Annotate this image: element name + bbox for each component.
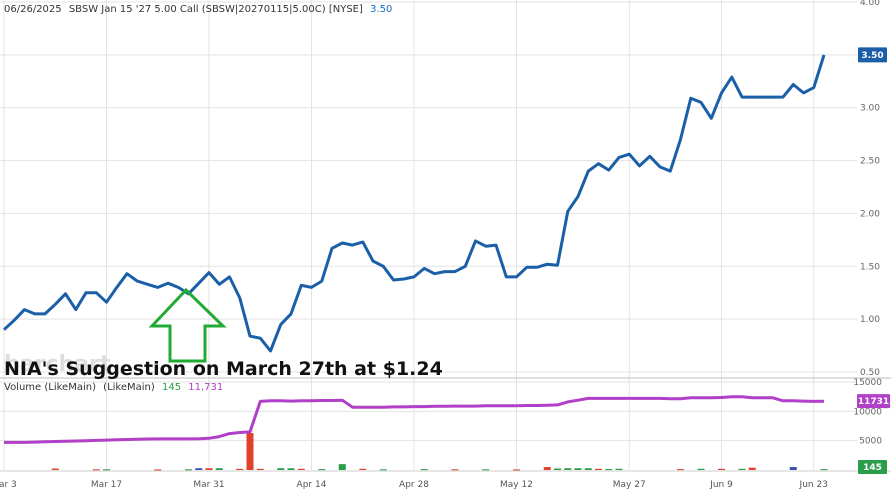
volume-bar [584,468,592,470]
volume-bar [256,468,264,470]
volume-bar [338,464,346,470]
volume-label: Volume (LikeMain) [4,382,96,393]
x-tick-label: Mar 17 [91,480,122,490]
avg-badge-group: 11731 [857,394,890,409]
volume-value: 145 [162,382,181,393]
volume-bar [482,469,490,471]
volume-axis: 15000 10000 5000 [853,378,882,447]
volume-bar [92,469,100,471]
avg-value: 11,731 [188,382,223,393]
volume-bar [718,468,725,470]
price-tick-label: 1.50 [860,262,880,272]
volume-badge-group: 145 [858,460,887,474]
x-tick-label: Mar 3 [0,480,17,490]
x-tick-label: Mar 31 [193,480,224,490]
volume-bar [185,469,192,471]
volume-bar [236,468,244,470]
price-tick-label: 1.00 [860,315,880,325]
volume-header: Volume (LikeMain) (LikeMain) 145 11,731 [4,382,223,393]
volume-bar [697,468,705,470]
volume-bar [215,468,223,470]
volume-bar [359,468,367,470]
volume-bar [615,468,623,470]
x-tick-label: Apr 14 [297,480,327,490]
volume-bar [738,468,746,470]
volume-bar [554,468,561,470]
x-tick-label: May 27 [613,480,646,490]
x-axis: Mar 3 Mar 17 Mar 31 Apr 14 Apr 28 May 12 May 2… [0,480,828,490]
price-tick-label: 2.50 [860,157,880,167]
price-tick-label: 3.00 [860,104,880,114]
chart-header: 06/26/2025 SBSW Jan 15 '27 5.00 Call (SB… [4,4,392,15]
volume-bar [513,469,520,471]
volume-bar [677,469,684,471]
volume-bar [595,468,602,470]
avg-badge-label: 11731 [858,397,889,407]
x-grid [3,0,815,470]
volume-bar [451,469,459,471]
volume-bar [318,469,326,471]
volume-bar [543,467,551,470]
volume-bar [379,469,387,471]
volume-bars [51,433,828,471]
volume-bar [297,468,305,470]
volume-bar [154,469,162,471]
volume-bar [277,468,285,470]
volume-tick-label: 5000 [859,437,882,447]
volume-bar [564,468,572,470]
volume-bar [420,469,428,471]
volume-bar [605,469,613,471]
x-tick-label: Jun 9 [709,480,733,490]
price-grid [0,1,857,373]
x-tick-label: Apr 28 [399,480,429,490]
header-symbol: SBSW Jan 15 '27 5.00 Call (SBSW|20270115… [69,4,363,15]
volume-bar [51,468,59,470]
volume-bar [246,433,254,470]
volume-tick-label: 15000 [853,378,882,388]
volume-tick-label: 10000 [853,407,882,417]
volume-grid [0,377,891,472]
likemain-line [4,395,825,444]
x-tick-label: Jun 23 [799,480,828,490]
volume-badge-label: 145 [863,463,882,473]
volume-panel: 15000 10000 5000 11731 145 [0,377,891,474]
volume-bar [789,467,797,470]
header-last: 3.50 [370,4,392,15]
volume-bar [574,468,582,470]
price-badge [858,47,887,63]
watermark: barchart [4,352,111,377]
price-line [2,54,826,353]
up-arrow-icon [148,287,227,363]
header-date: 06/26/2025 [4,4,62,15]
volume-bar [195,468,203,470]
price-tick-label: 4.00 [860,0,880,8]
price-badge-label: 3.50 [861,51,883,61]
volume-bar [287,468,295,470]
volume-bar [748,467,756,470]
volume-bar [103,469,110,471]
price-tick-label: 0.50 [860,368,880,378]
volume-bar [205,468,213,470]
avg-badge [857,394,890,409]
volume-sublabel: (LikeMain) [103,382,155,393]
price-last-badge: 3.50 [858,47,887,63]
volume-badge [858,460,887,474]
price-panel: 4.00 3.50 3.00 2.50 2.00 1.50 1.00 0.50 3.50 [0,0,887,470]
price-tick-label: 2.00 [860,209,880,219]
x-tick-label: May 12 [500,480,533,490]
annotation-text: NIA's Suggestion on March 27th at $1.24 [4,358,443,380]
volume-bar [820,469,828,471]
